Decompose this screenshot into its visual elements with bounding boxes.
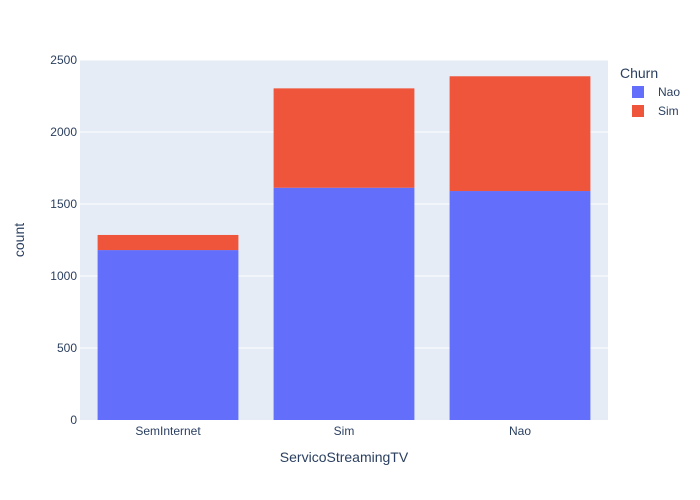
- y-tick-label: 1500: [50, 197, 77, 211]
- y-tick-label: 1000: [50, 269, 77, 283]
- legend-label-nao: Nao: [658, 85, 680, 99]
- legend-swatch-sim: [632, 105, 644, 117]
- y-axis-ticks: 0 500 1000 1500 2000 2500: [50, 53, 77, 427]
- y-tick-label: 0: [70, 413, 77, 427]
- legend-title: Churn: [620, 65, 658, 81]
- legend-swatch-nao: [632, 86, 644, 98]
- bar-sim-sim: [273, 88, 415, 188]
- legend: Churn Nao Sim: [620, 65, 680, 118]
- x-tick-label: Nao: [509, 424, 531, 438]
- legend-label-sim: Sim: [658, 104, 679, 118]
- y-tick-label: 500: [57, 341, 77, 355]
- y-tick-label: 2500: [50, 53, 77, 67]
- y-tick-label: 2000: [50, 125, 77, 139]
- x-axis-ticks: SemInternet Sim Nao: [135, 424, 531, 438]
- x-tick-label: Sim: [334, 424, 355, 438]
- bar-nao-seminternet: [97, 250, 239, 420]
- bar-nao-sim: [273, 187, 415, 420]
- bar-sim-seminternet: [97, 234, 239, 251]
- y-axis-title: count: [11, 223, 27, 257]
- x-axis-title: ServicoStreamingTV: [280, 449, 409, 465]
- x-tick-label: SemInternet: [135, 424, 201, 438]
- bar-sim-nao: [449, 76, 591, 192]
- bars: [97, 76, 591, 420]
- bar-nao-nao: [449, 191, 591, 420]
